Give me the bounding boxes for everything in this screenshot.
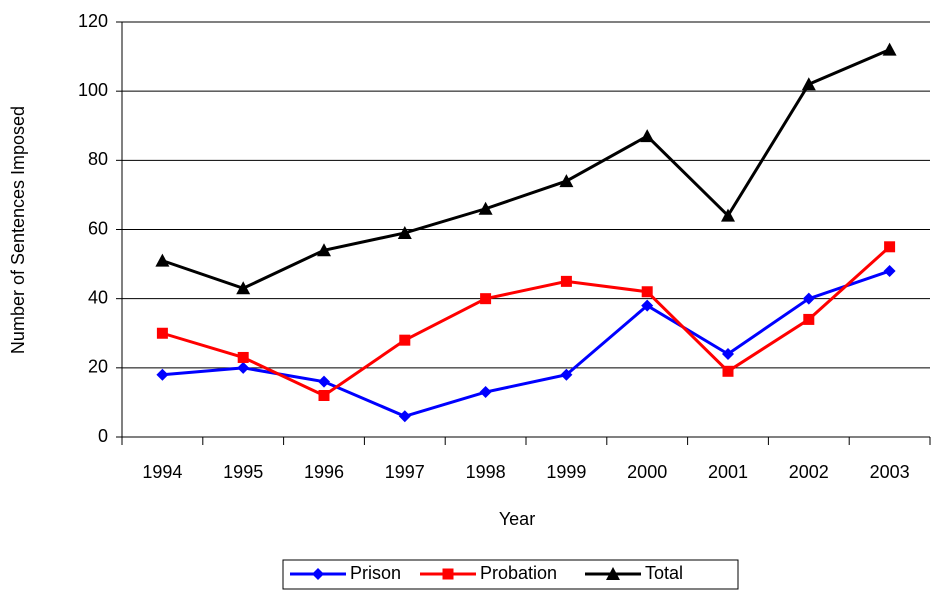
data-point	[883, 265, 896, 277]
legend-label: Probation	[480, 563, 557, 583]
x-tick-label: 1997	[385, 462, 425, 482]
data-point	[803, 313, 815, 325]
legend-symbol	[312, 568, 324, 580]
series-line	[161, 48, 891, 290]
data-point	[318, 390, 330, 401]
data-point	[478, 201, 493, 215]
y-tick-label: 0	[98, 426, 108, 446]
data-point	[722, 365, 734, 377]
data-point	[560, 275, 572, 287]
x-tick-label: 2000	[627, 462, 667, 482]
data-point	[801, 77, 816, 91]
legend-label: Prison	[350, 563, 401, 583]
y-tick-label: 40	[88, 287, 108, 307]
data-point	[559, 174, 574, 188]
x-axis-title: Year	[499, 509, 535, 529]
data-point	[317, 243, 331, 257]
data-point	[641, 286, 653, 298]
y-tick-label: 80	[88, 149, 108, 169]
data-point	[640, 129, 655, 143]
data-point	[884, 241, 896, 253]
x-tick-label: 1995	[223, 462, 263, 482]
data-point	[237, 351, 249, 363]
legend-box	[282, 559, 739, 590]
y-axis-title: Number of Sentences Imposed	[8, 106, 28, 354]
legend-symbol	[606, 567, 620, 580]
data-point	[398, 410, 411, 423]
legend-symbol	[442, 568, 454, 580]
data-point	[237, 361, 250, 374]
data-point	[155, 253, 170, 267]
data-point	[641, 299, 654, 312]
x-tick-label: 2002	[789, 462, 829, 482]
x-tick-label: 2003	[870, 462, 910, 482]
series-line	[161, 245, 891, 398]
data-point	[318, 375, 330, 388]
x-tick-label: 2001	[708, 462, 748, 482]
y-tick-label: 60	[88, 218, 108, 238]
data-point	[399, 334, 411, 346]
data-point	[156, 327, 168, 339]
data-point	[560, 368, 573, 381]
data-point	[722, 348, 734, 360]
data-point	[802, 292, 815, 305]
x-tick-label: 1994	[142, 462, 182, 482]
data-point	[479, 386, 492, 399]
data-point	[721, 208, 735, 222]
data-point	[236, 281, 251, 295]
data-point	[882, 42, 897, 56]
series-line	[162, 269, 891, 418]
data-point	[480, 293, 492, 305]
x-tick-label: 1999	[546, 462, 586, 482]
y-tick-label: 100	[78, 80, 108, 100]
legend-label: Total	[645, 563, 683, 583]
data-point	[156, 368, 169, 381]
x-tick-label: 1998	[466, 462, 506, 482]
data-point	[397, 225, 412, 239]
y-tick-label: 120	[78, 11, 108, 31]
y-tick-label: 20	[88, 357, 108, 377]
x-tick-label: 1996	[304, 462, 344, 482]
